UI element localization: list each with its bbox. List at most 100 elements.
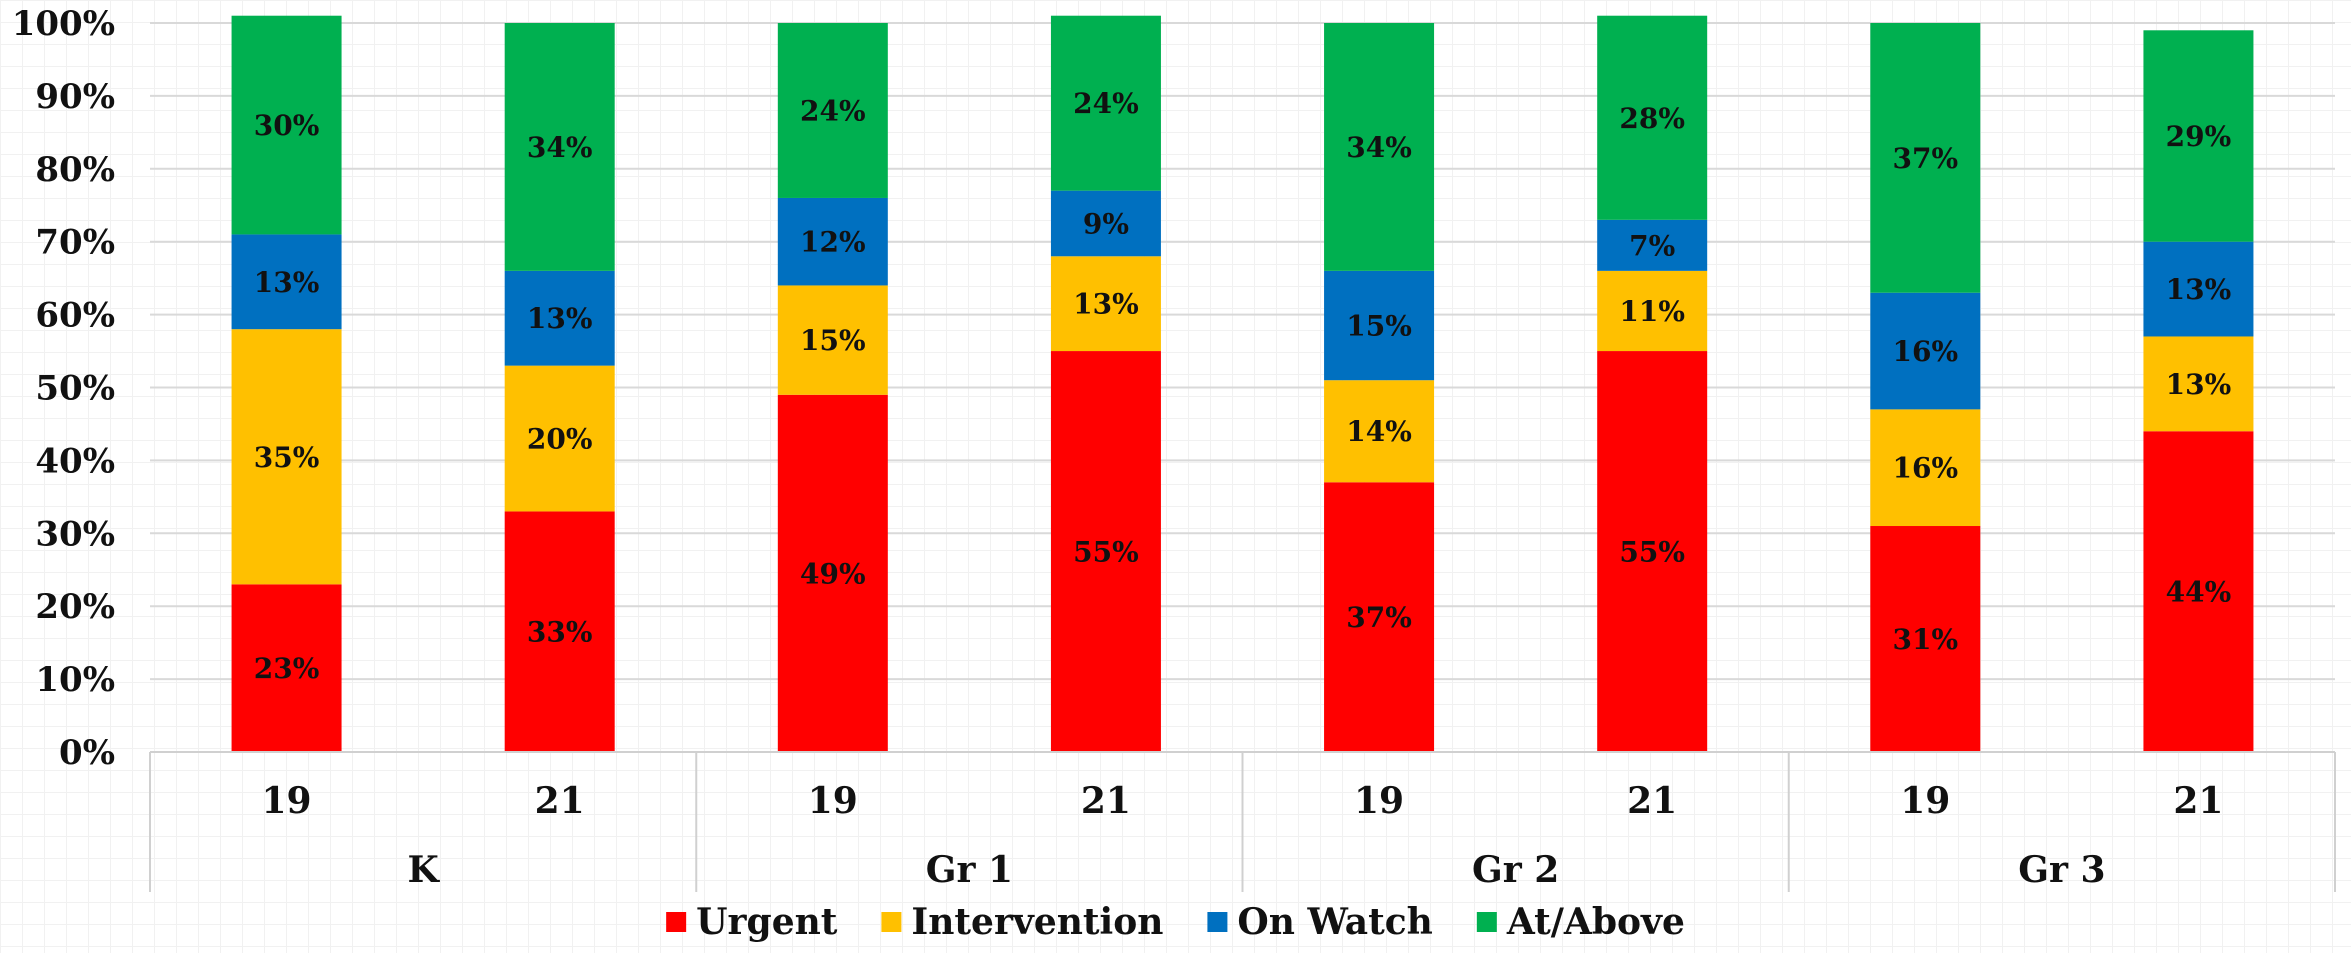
- bar-segment-on-watch: [504, 270, 615, 366]
- bar-segment-at-above: [504, 23, 615, 271]
- data-label: 34%: [527, 131, 593, 164]
- data-label: 13%: [2166, 368, 2232, 401]
- gridlines: [150, 22, 2335, 681]
- bar-segment-at-above: [777, 23, 888, 198]
- data-label: 12%: [800, 226, 866, 259]
- y-tick-label: 10%: [35, 660, 115, 700]
- x-tick-label: 21: [535, 780, 585, 822]
- legend-swatch: [881, 912, 902, 932]
- legend-item: At/Above: [1476, 901, 1685, 943]
- data-label: 16%: [1893, 452, 1959, 485]
- data-label: 9%: [1083, 207, 1129, 240]
- data-label: 15%: [800, 324, 866, 357]
- bar-segment-at-above: [1870, 23, 1981, 293]
- bar-segment-urgent: [231, 584, 342, 752]
- bar-segment-intervention: [2143, 336, 2254, 432]
- data-label: 15%: [1346, 310, 1412, 343]
- bar-segment-urgent: [504, 511, 615, 752]
- bar-segment-intervention: [1597, 270, 1708, 352]
- bar-segment-on-watch: [1324, 270, 1435, 381]
- legend-swatch: [1207, 912, 1228, 932]
- bar-segment-urgent: [1870, 526, 1981, 752]
- data-label: 55%: [1619, 536, 1685, 569]
- y-tick-label: 100%: [12, 4, 115, 44]
- bar-segment-at-above: [2143, 30, 2254, 242]
- legend-item: Intervention: [881, 901, 1163, 943]
- x-tick-label: 21: [1081, 780, 1131, 822]
- legend-label: At/Above: [1506, 901, 1685, 943]
- data-label: 24%: [1073, 87, 1139, 120]
- bar-segment-at-above: [1050, 15, 1161, 191]
- bar-segment-urgent: [1324, 482, 1435, 752]
- x-tick-label: 21: [2173, 780, 2223, 822]
- data-label: 14%: [1346, 415, 1412, 448]
- data-label: 34%: [1346, 131, 1412, 164]
- bar-segment-intervention: [1050, 256, 1161, 352]
- data-label: 13%: [1073, 288, 1139, 321]
- legend-swatch: [1476, 912, 1497, 932]
- x-tick-label: 19: [808, 780, 858, 822]
- x-tick-label: 19: [1354, 780, 1404, 822]
- data-label: 23%: [254, 652, 320, 685]
- y-tick-label: 60%: [35, 296, 115, 336]
- y-tick-label: 50%: [35, 369, 115, 409]
- y-tick-label: 20%: [35, 587, 115, 627]
- legend-swatch: [666, 912, 687, 932]
- bar-segment-on-watch: [2143, 241, 2254, 337]
- bar-segment-urgent: [2143, 431, 2254, 752]
- legend-label: On Watch: [1237, 901, 1432, 943]
- data-label: 49%: [800, 557, 866, 590]
- bar-segment-urgent: [1597, 351, 1708, 752]
- legend-item: Urgent: [666, 901, 838, 943]
- y-tick-label: 30%: [35, 514, 115, 554]
- data-label: 44%: [2166, 576, 2232, 609]
- data-label: 31%: [1893, 623, 1959, 656]
- legend-item: On Watch: [1207, 901, 1433, 943]
- y-tick-label: 90%: [35, 77, 115, 117]
- data-label: 35%: [254, 441, 320, 474]
- legend-label: Intervention: [911, 901, 1163, 943]
- data-label: 24%: [800, 94, 866, 127]
- data-label: 29%: [2166, 120, 2232, 153]
- y-tick-label: 70%: [35, 223, 115, 263]
- bar-segment-urgent: [1050, 351, 1161, 752]
- x-tick-label: 19: [262, 780, 312, 822]
- bar-segment-intervention: [1870, 409, 1981, 527]
- bar-segment-urgent: [777, 394, 888, 752]
- legend: Urgent Intervention On Watch At/Above: [666, 901, 1685, 943]
- bar-segment-intervention: [504, 365, 615, 512]
- legend-label: Urgent: [696, 901, 838, 943]
- bar-segment-on-watch: [231, 234, 342, 330]
- data-label: 13%: [2166, 273, 2232, 306]
- bar-segment-at-above: [1324, 23, 1435, 271]
- data-label: 37%: [1346, 601, 1412, 634]
- data-label: 37%: [1893, 142, 1959, 175]
- group-label: Gr 3: [2018, 849, 2105, 891]
- data-label: 13%: [527, 302, 593, 335]
- y-tick-label: 40%: [35, 441, 115, 481]
- group-label: K: [407, 849, 440, 891]
- data-label: 28%: [1619, 102, 1685, 135]
- group-label: Gr 1: [926, 849, 1013, 891]
- bars: 23% 35% 13% 30% 33% 20% 13% 34% 49% 15% 12% 24% 55% 1…: [231, 15, 2254, 752]
- y-tick-label: 80%: [35, 150, 115, 190]
- x-tick-label: 21: [1627, 780, 1677, 822]
- data-label: 7%: [1629, 229, 1675, 262]
- bar-segment-on-watch: [1870, 292, 1981, 410]
- bar-segment-at-above: [1597, 15, 1708, 220]
- y-axis: 0% 10% 20% 30% 40% 50% 60% 70% 80% 90% 100%: [12, 4, 115, 773]
- bar-segment-on-watch: [777, 197, 888, 286]
- y-tick-label: 0%: [59, 733, 115, 773]
- bar-segment-on-watch: [1050, 190, 1161, 257]
- data-label: 55%: [1073, 536, 1139, 569]
- bar-segment-intervention: [777, 285, 888, 395]
- data-label: 30%: [254, 109, 320, 142]
- data-label: 33%: [527, 616, 593, 649]
- data-label: 16%: [1893, 335, 1959, 368]
- bar-segment-at-above: [231, 15, 342, 235]
- x-tick-label: 19: [1900, 780, 1950, 822]
- bar-segment-intervention: [1324, 380, 1435, 483]
- data-label: 11%: [1619, 295, 1685, 328]
- data-label: 13%: [254, 266, 320, 299]
